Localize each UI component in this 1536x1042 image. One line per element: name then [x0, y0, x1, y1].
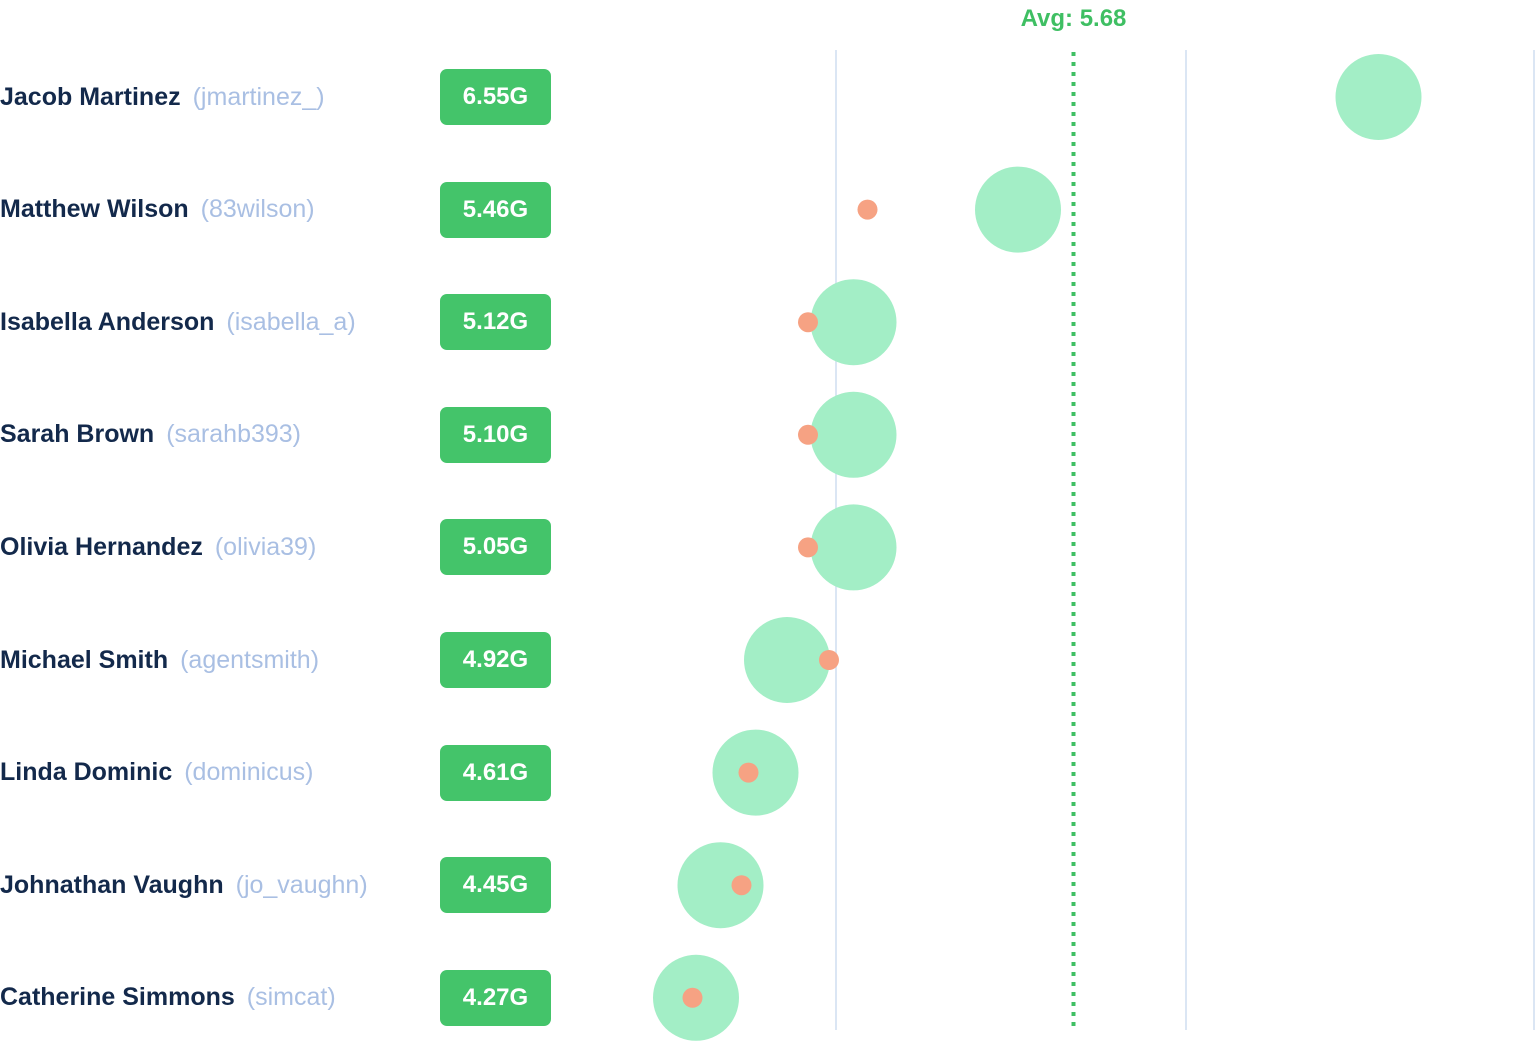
score-badge: 5.12G [440, 294, 551, 351]
person-handle: (agentsmith) [180, 645, 320, 674]
person-handle: (sarahb393) [166, 420, 302, 449]
person-name: Catherine Simmons [0, 983, 235, 1012]
person-handle: (dominicus) [184, 758, 314, 787]
person-label: Johnathan Vaughn (jo_vaughn) [0, 857, 368, 913]
value-bubble [1335, 54, 1422, 140]
person-label: Olivia Hernandez (olivia39) [0, 519, 316, 575]
person-name: Matthew Wilson [0, 195, 189, 224]
person-label: Jacob Martinez (jmartinez_) [0, 69, 325, 125]
table-row: Isabella Anderson (isabella_a) 5.12G [0, 294, 560, 351]
value-marker [798, 424, 818, 445]
person-handle: (isabella_a) [226, 307, 356, 336]
table-row: Sarah Brown (sarahb393) 5.10G [0, 406, 560, 463]
person-handle: (olivia39) [214, 532, 317, 561]
person-label: Catherine Simmons (simcat) [0, 970, 336, 1026]
person-handle: (jmartinez_) [192, 82, 325, 111]
value-bubble [810, 504, 897, 591]
score-badge: 4.61G [440, 744, 551, 801]
score-badge: 4.45G [440, 857, 551, 914]
score-badge: 4.92G [440, 632, 551, 688]
value-bubble [677, 842, 764, 929]
person-name: Olivia Hernandez [0, 532, 203, 561]
score-badge: 5.10G [440, 406, 551, 463]
score-badge: 5.46G [440, 181, 551, 238]
person-handle: (jo_vaughn) [235, 870, 368, 899]
person-handle: (83wilson) [200, 195, 315, 224]
value-bubble [744, 617, 830, 703]
table-row: Catherine Simmons (simcat) 4.27G [0, 969, 560, 1026]
table-row: Olivia Hernandez (olivia39) 5.05G [0, 519, 560, 576]
value-marker [682, 987, 703, 1008]
average-line-group: Avg: 5.68 [1021, 5, 1127, 32]
person-label: Linda Dominic (dominicus) [0, 745, 313, 801]
score-badge: 6.55G [440, 69, 551, 125]
score-badge: 5.05G [440, 519, 551, 576]
table-row: Jacob Martinez (jmartinez_) 6.55G [0, 69, 560, 125]
table-row: Linda Dominic (dominicus) 4.61G [0, 744, 560, 801]
value-marker [731, 875, 752, 896]
person-name: Isabella Anderson [0, 307, 215, 336]
score-badge: 4.27G [440, 969, 551, 1026]
value-marker [857, 199, 878, 220]
value-marker [738, 762, 759, 783]
value-marker [798, 537, 818, 558]
person-name: Johnathan Vaughn [0, 870, 224, 899]
average-label: Avg: 5.68 [1021, 5, 1127, 32]
person-label: Michael Smith (agentsmith) [0, 632, 319, 688]
person-label: Matthew Wilson (83wilson) [0, 182, 315, 238]
value-marker [819, 650, 839, 670]
table-row: Johnathan Vaughn (jo_vaughn) 4.45G [0, 857, 560, 914]
person-label: Isabella Anderson (isabella_a) [0, 294, 356, 350]
table-row: Matthew Wilson (83wilson) 5.46G [0, 181, 560, 238]
value-marker [798, 312, 818, 333]
value-bubble [975, 166, 1061, 253]
data-marks [653, 52, 1422, 1041]
person-handle: (simcat) [246, 983, 336, 1012]
value-bubble [810, 391, 897, 478]
person-name: Jacob Martinez [0, 82, 181, 111]
table-row: Michael Smith (agentsmith) 4.92G [0, 632, 560, 688]
person-name: Linda Dominic [0, 758, 173, 787]
person-name: Michael Smith [0, 645, 169, 674]
person-label: Sarah Brown (sarahb393) [0, 407, 301, 463]
person-name: Sarah Brown [0, 420, 155, 449]
value-bubble [810, 279, 897, 366]
gridlines [835, 50, 1535, 1030]
